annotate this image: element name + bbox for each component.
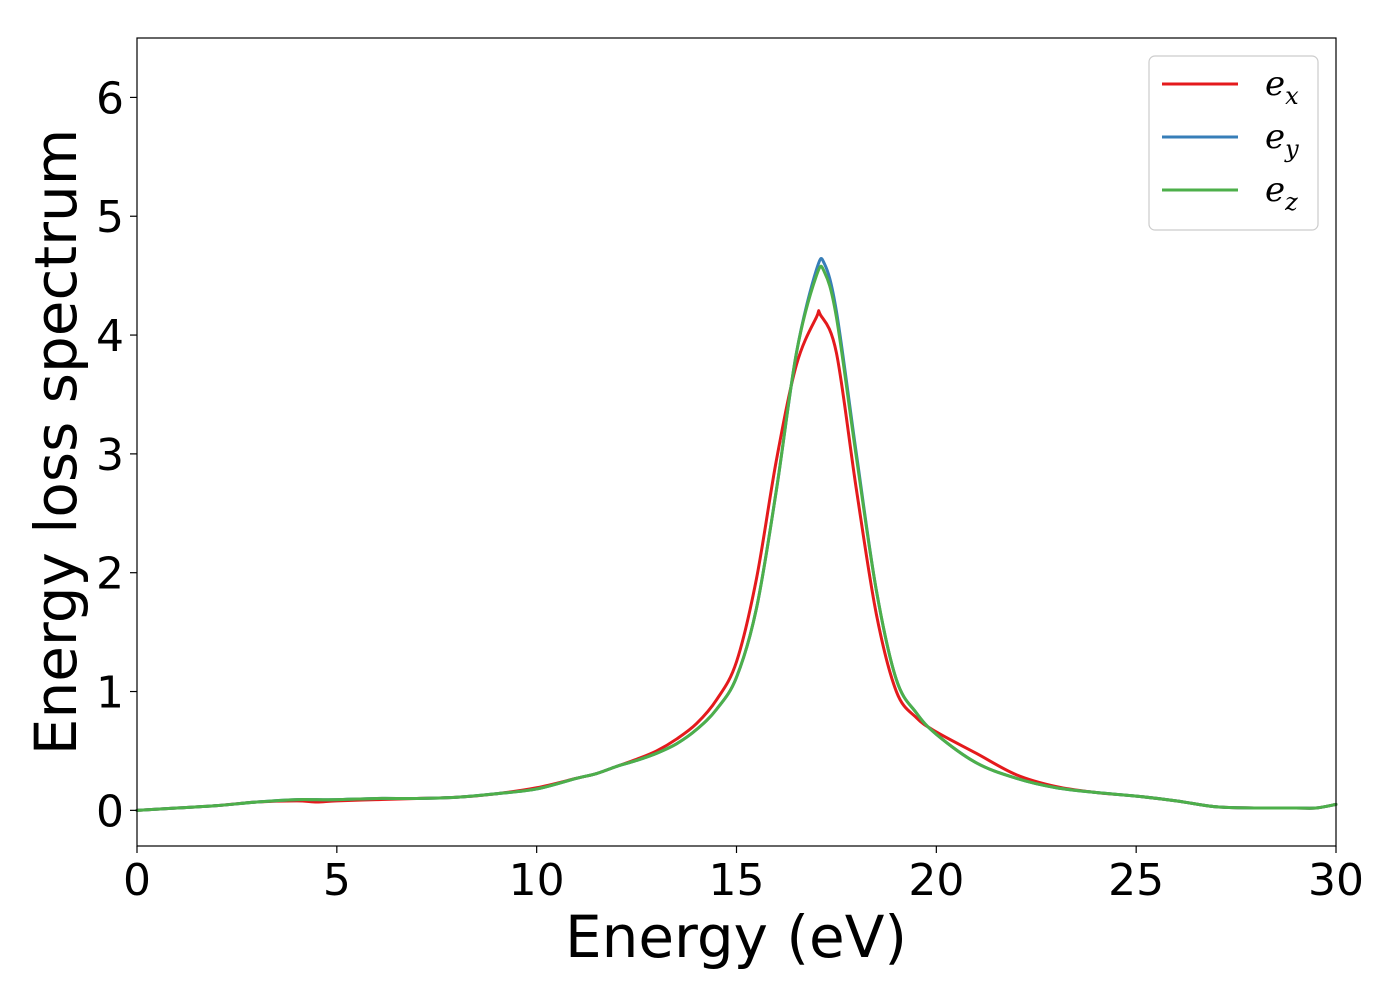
series-line-z [135,264,1338,812]
y-tick-label: 0 [96,786,124,837]
x-tick-label: 5 [323,855,351,906]
x-tick-label: 25 [1108,855,1164,906]
y-tick-label: 6 [96,73,124,124]
x-axis-label: Energy (eV) [565,903,907,971]
x-tick-label: 15 [709,855,765,906]
legend: ex ey ez [1148,55,1319,231]
y-tick-label: 3 [96,430,124,481]
x-tick-label: 0 [123,855,151,906]
legend-label-x: ex [1265,64,1299,110]
series-line-x [135,309,1338,812]
y-axis-ticks: 0 1 2 3 4 5 6 [96,73,137,837]
legend-label-y: ey [1265,117,1299,163]
y-tick-label: 1 [96,668,124,719]
y-tick-label: 4 [96,311,124,362]
x-tick-label: 10 [509,855,565,906]
x-axis-ticks: 0 5 10 15 20 25 30 [123,846,1364,906]
x-tick-label: 20 [908,855,964,906]
legend-box [1148,55,1319,231]
plot-area [135,257,1338,812]
legend-label-z: ez [1265,170,1298,216]
y-tick-label: 2 [96,549,124,600]
series-line-y [135,257,1338,812]
x-tick-label: 30 [1308,855,1364,906]
y-axis-label: Energy loss spectrum [22,129,90,755]
y-tick-label: 5 [96,192,124,243]
